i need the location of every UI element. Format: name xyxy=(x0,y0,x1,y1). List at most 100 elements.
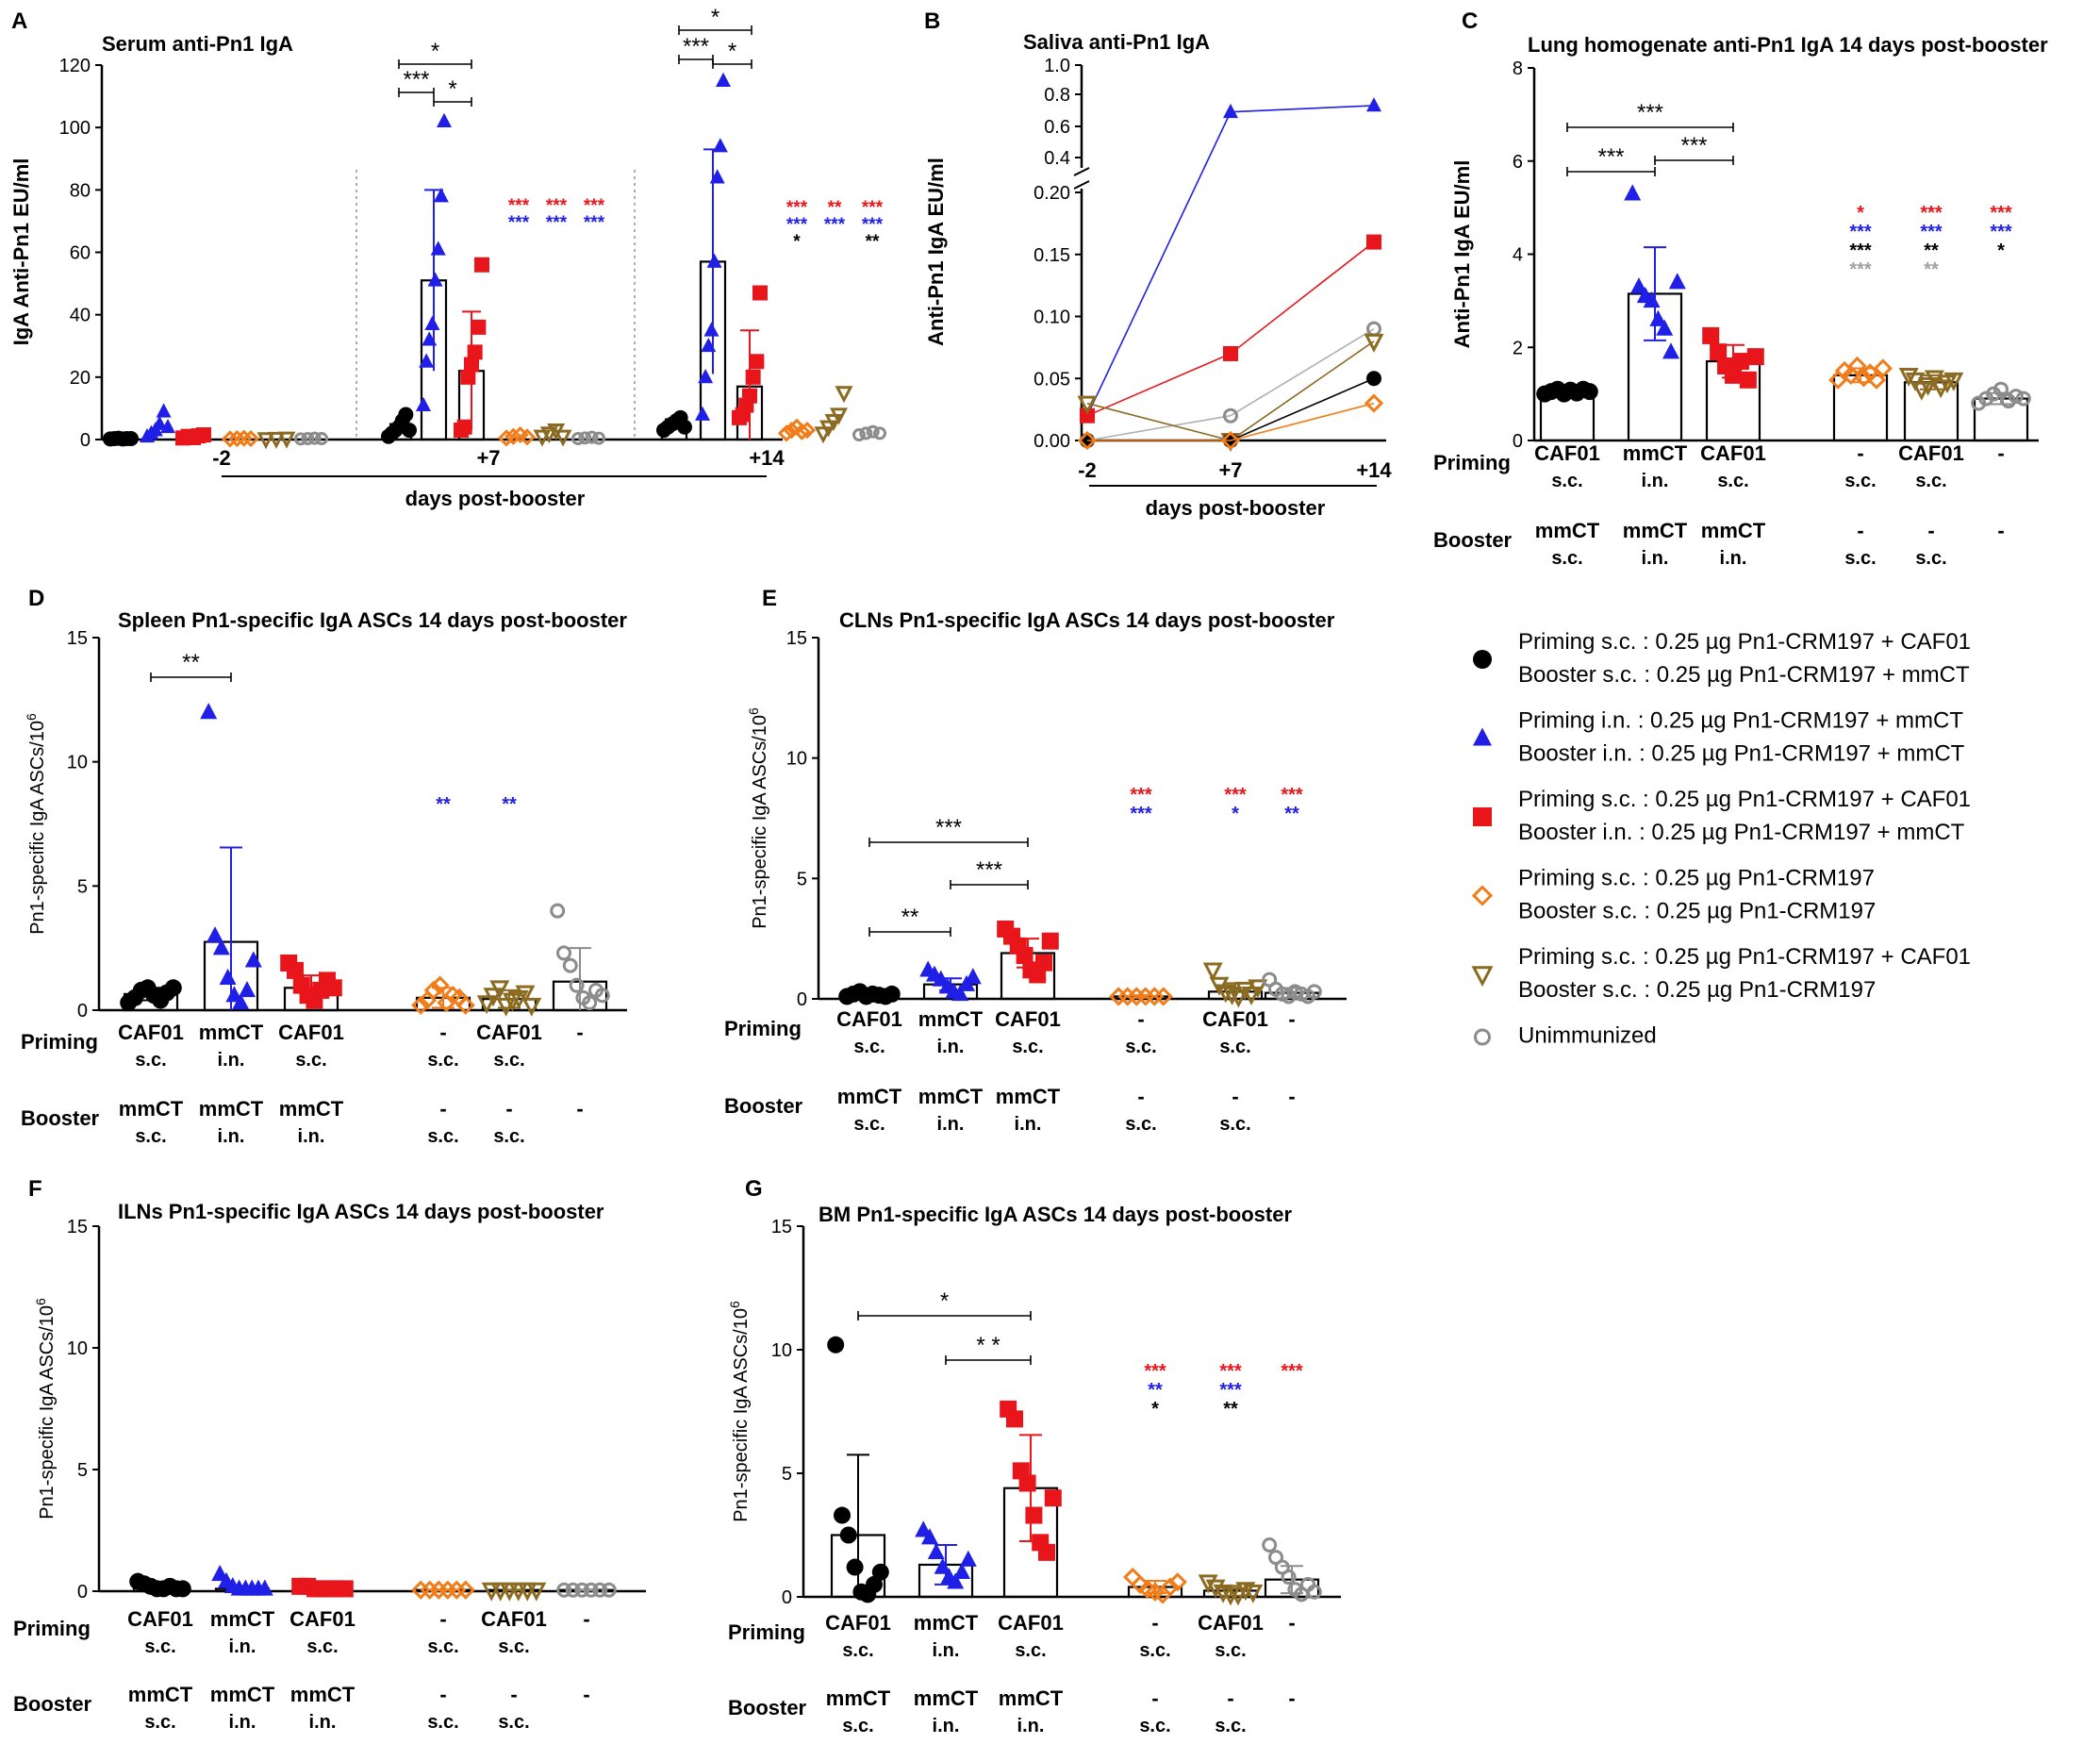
x-axis-label: days post-booster xyxy=(405,487,586,510)
data-point xyxy=(1223,345,1238,361)
priming-route: s.c. xyxy=(853,1037,885,1057)
data-point xyxy=(533,429,552,447)
priming-label: Priming xyxy=(728,1620,805,1644)
group-sig-star: ** xyxy=(1924,259,1939,280)
data-point xyxy=(1943,372,1964,391)
data-point xyxy=(793,423,811,440)
data-point xyxy=(228,429,246,448)
group-sig-star: *** xyxy=(1920,203,1943,224)
legend-entry-line1: Priming s.c. : 0.25 µg Pn1-CRM197 + CAF0… xyxy=(1518,944,1971,970)
data-point xyxy=(1248,979,1268,999)
data-point xyxy=(196,427,211,443)
y-axis-tick-label: 100 xyxy=(59,118,91,139)
booster-adjuvant: - xyxy=(510,1683,517,1706)
y-axis-tick-label: 10 xyxy=(771,1340,792,1361)
data-point xyxy=(324,979,342,997)
group-sig-star: ** xyxy=(828,198,842,218)
priming-route: s.c. xyxy=(144,1636,175,1657)
booster-route: s.c. xyxy=(1844,548,1876,569)
data-point xyxy=(562,957,578,973)
priming-adjuvant: - xyxy=(1288,1611,1295,1635)
booster-adjuvant: - xyxy=(1288,1085,1295,1108)
panel-title: ILNs Pn1-specific IgA ASCs 14 days post-… xyxy=(118,1200,604,1223)
y-axis-tick-label: 10 xyxy=(67,753,88,773)
data-point xyxy=(1038,1543,1055,1561)
booster-adjuvant: mmCT xyxy=(279,1097,344,1121)
data-point xyxy=(267,431,286,449)
data-point xyxy=(430,975,450,995)
data-point xyxy=(1739,371,1757,389)
data-point xyxy=(1364,333,1384,353)
data-point xyxy=(927,1542,945,1560)
priming-adjuvant: - xyxy=(1857,441,1863,465)
panel-title: CLNs Pn1-specific IgA ASCs 14 days post-… xyxy=(839,608,1335,632)
data-point xyxy=(835,386,853,404)
group-sig-star: * xyxy=(793,232,801,252)
panel-G: G BM Pn1-specific IgA ASCs 14 days post-b… xyxy=(727,1176,1341,1736)
y-axis-tick-label: 10 xyxy=(67,1338,88,1359)
sig-label: *** xyxy=(1637,100,1663,125)
x-tick-label: +7 xyxy=(1218,458,1242,482)
panel-E: E CLNs Pn1-specific IgA ASCs 14 days post… xyxy=(724,586,1347,1135)
data-point xyxy=(1198,1574,1218,1594)
y-tick-label: 0.10 xyxy=(1033,307,1070,328)
data-point xyxy=(716,72,731,87)
y-axis-label: Pn1-specific IgA ASCs/106 xyxy=(33,1298,58,1520)
booster-route: i.n. xyxy=(1017,1716,1045,1736)
data-point xyxy=(483,988,504,1007)
data-point xyxy=(277,431,296,449)
booster-adjuvant: - xyxy=(1151,1686,1158,1710)
booster-route: s.c. xyxy=(144,1712,175,1733)
data-point xyxy=(455,995,475,1015)
data-point xyxy=(1854,368,1874,388)
data-point xyxy=(539,426,558,444)
data-point xyxy=(2015,390,2031,407)
booster-route: s.c. xyxy=(1139,1716,1170,1736)
data-point xyxy=(592,431,605,445)
data-point xyxy=(749,354,765,370)
booster-route: i.n. xyxy=(229,1712,256,1733)
booster-route: i.n. xyxy=(933,1716,960,1736)
y-axis-tick-label: 20 xyxy=(70,368,91,389)
data-point xyxy=(601,1582,617,1598)
group-sig-star: *** xyxy=(1990,222,2012,242)
booster-route: i.n. xyxy=(218,1126,245,1147)
data-point xyxy=(471,319,487,335)
y-axis-tick-label: 0 xyxy=(1513,431,1523,452)
data-point xyxy=(430,241,446,256)
data-point xyxy=(959,1550,977,1567)
booster-adjuvant: - xyxy=(1997,519,2004,542)
legend-entry-line1: Priming i.n. : 0.25 µg Pn1-CRM197 + mmCT xyxy=(1518,708,1963,734)
data-point xyxy=(585,430,599,444)
data-point xyxy=(582,995,598,1011)
data-point xyxy=(402,423,417,439)
y-axis-tick-label: 0 xyxy=(782,1587,792,1608)
y-tick-label: 0.6 xyxy=(1044,117,1070,138)
data-point xyxy=(504,427,522,445)
x-axis-label: days post-booster xyxy=(1146,496,1326,520)
data-point xyxy=(219,968,237,985)
booster-adjuvant: mmCT xyxy=(210,1683,275,1706)
data-point xyxy=(1702,326,1720,344)
data-point xyxy=(232,993,250,1010)
priming-label: Priming xyxy=(13,1617,91,1640)
priming-adjuvant: - xyxy=(583,1607,589,1631)
data-point xyxy=(1215,984,1236,1004)
sig-label: * xyxy=(448,76,456,102)
legend-entry-line2: Booster i.n. : 0.25 µg Pn1-CRM197 + mmCT xyxy=(1518,820,1965,845)
data-point xyxy=(515,985,536,1005)
priming-route: s.c. xyxy=(1215,1640,1246,1661)
data-point xyxy=(859,426,873,440)
priming-route: s.c. xyxy=(1015,1640,1046,1661)
booster-adjuvant: mmCT xyxy=(918,1085,984,1108)
y-axis-tick-label: 6 xyxy=(1513,152,1523,173)
y-tick-label: 0.05 xyxy=(1033,369,1070,390)
data-point xyxy=(336,1580,354,1598)
legend-entry-line2: Booster i.n. : 0.25 µg Pn1-CRM197 + mmCT xyxy=(1518,741,1965,767)
data-point xyxy=(695,406,710,421)
data-point xyxy=(1873,358,1893,378)
booster-route: s.c. xyxy=(135,1126,166,1147)
priming-route: s.c. xyxy=(1551,471,1582,491)
y-axis-tick-label: 5 xyxy=(77,1460,88,1481)
priming-adjuvant: CAF01 xyxy=(836,1007,902,1031)
